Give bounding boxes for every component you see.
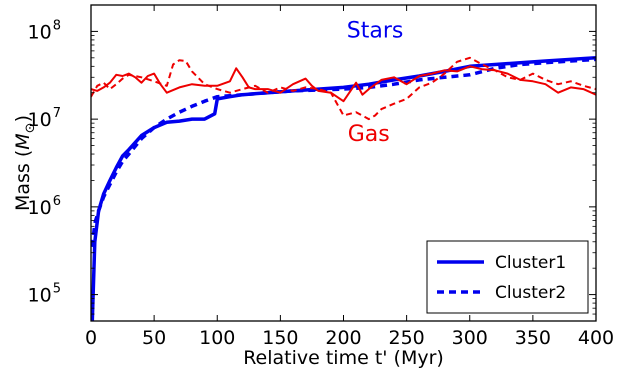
- x-tick-label: 200: [325, 327, 361, 349]
- y-tick-exponent: 7: [53, 106, 61, 121]
- x-tick-label: 100: [199, 327, 235, 349]
- y-axis-label-subscript: ⊙: [23, 122, 38, 133]
- y-tick-exponent: 8: [53, 18, 61, 33]
- x-tick-label: 50: [142, 327, 166, 349]
- legend-label-cluster1: Cluster1: [495, 253, 566, 273]
- y-tick-label: 108: [28, 18, 61, 43]
- series-group: [91, 56, 596, 321]
- y-tick-exponent: 5: [53, 282, 61, 297]
- x-tick-label: 0: [85, 327, 97, 349]
- x-tick-label: 400: [578, 327, 614, 349]
- x-tick-label: 300: [452, 327, 488, 349]
- plot-layer: [91, 56, 596, 321]
- x-tick-label: 250: [388, 327, 424, 349]
- legend: Cluster1 Cluster2: [426, 240, 589, 314]
- y-axis-label-text: Mass (: [12, 150, 34, 211]
- legend-label-cluster2: Cluster2: [495, 283, 566, 303]
- series-stars-cluster2: [91, 57, 596, 248]
- y-axis-label: Mass (M⊙): [12, 115, 38, 211]
- y-tick-label: 105: [28, 282, 61, 307]
- series-gas-cluster1: [91, 65, 596, 103]
- axes-layer: 0 50 100 150 200 250 300 350 400105106107108Rela…: [12, 4, 614, 369]
- y-tick-exponent: 6: [53, 194, 61, 209]
- x-tick-label: 150: [262, 327, 298, 349]
- annotation-layer: Stars Gas: [347, 19, 404, 148]
- legend-box: [426, 240, 589, 314]
- y-axis-label-close: ): [12, 115, 34, 122]
- annotation-stars: Stars: [347, 19, 404, 44]
- series-gas-cluster2: [91, 56, 596, 121]
- x-axis-label: Relative time t' (Myr): [243, 347, 444, 369]
- x-tick-label: 350: [515, 327, 551, 349]
- y-axis-label-symbol: M: [12, 133, 34, 149]
- annotation-gas: Gas: [348, 122, 390, 147]
